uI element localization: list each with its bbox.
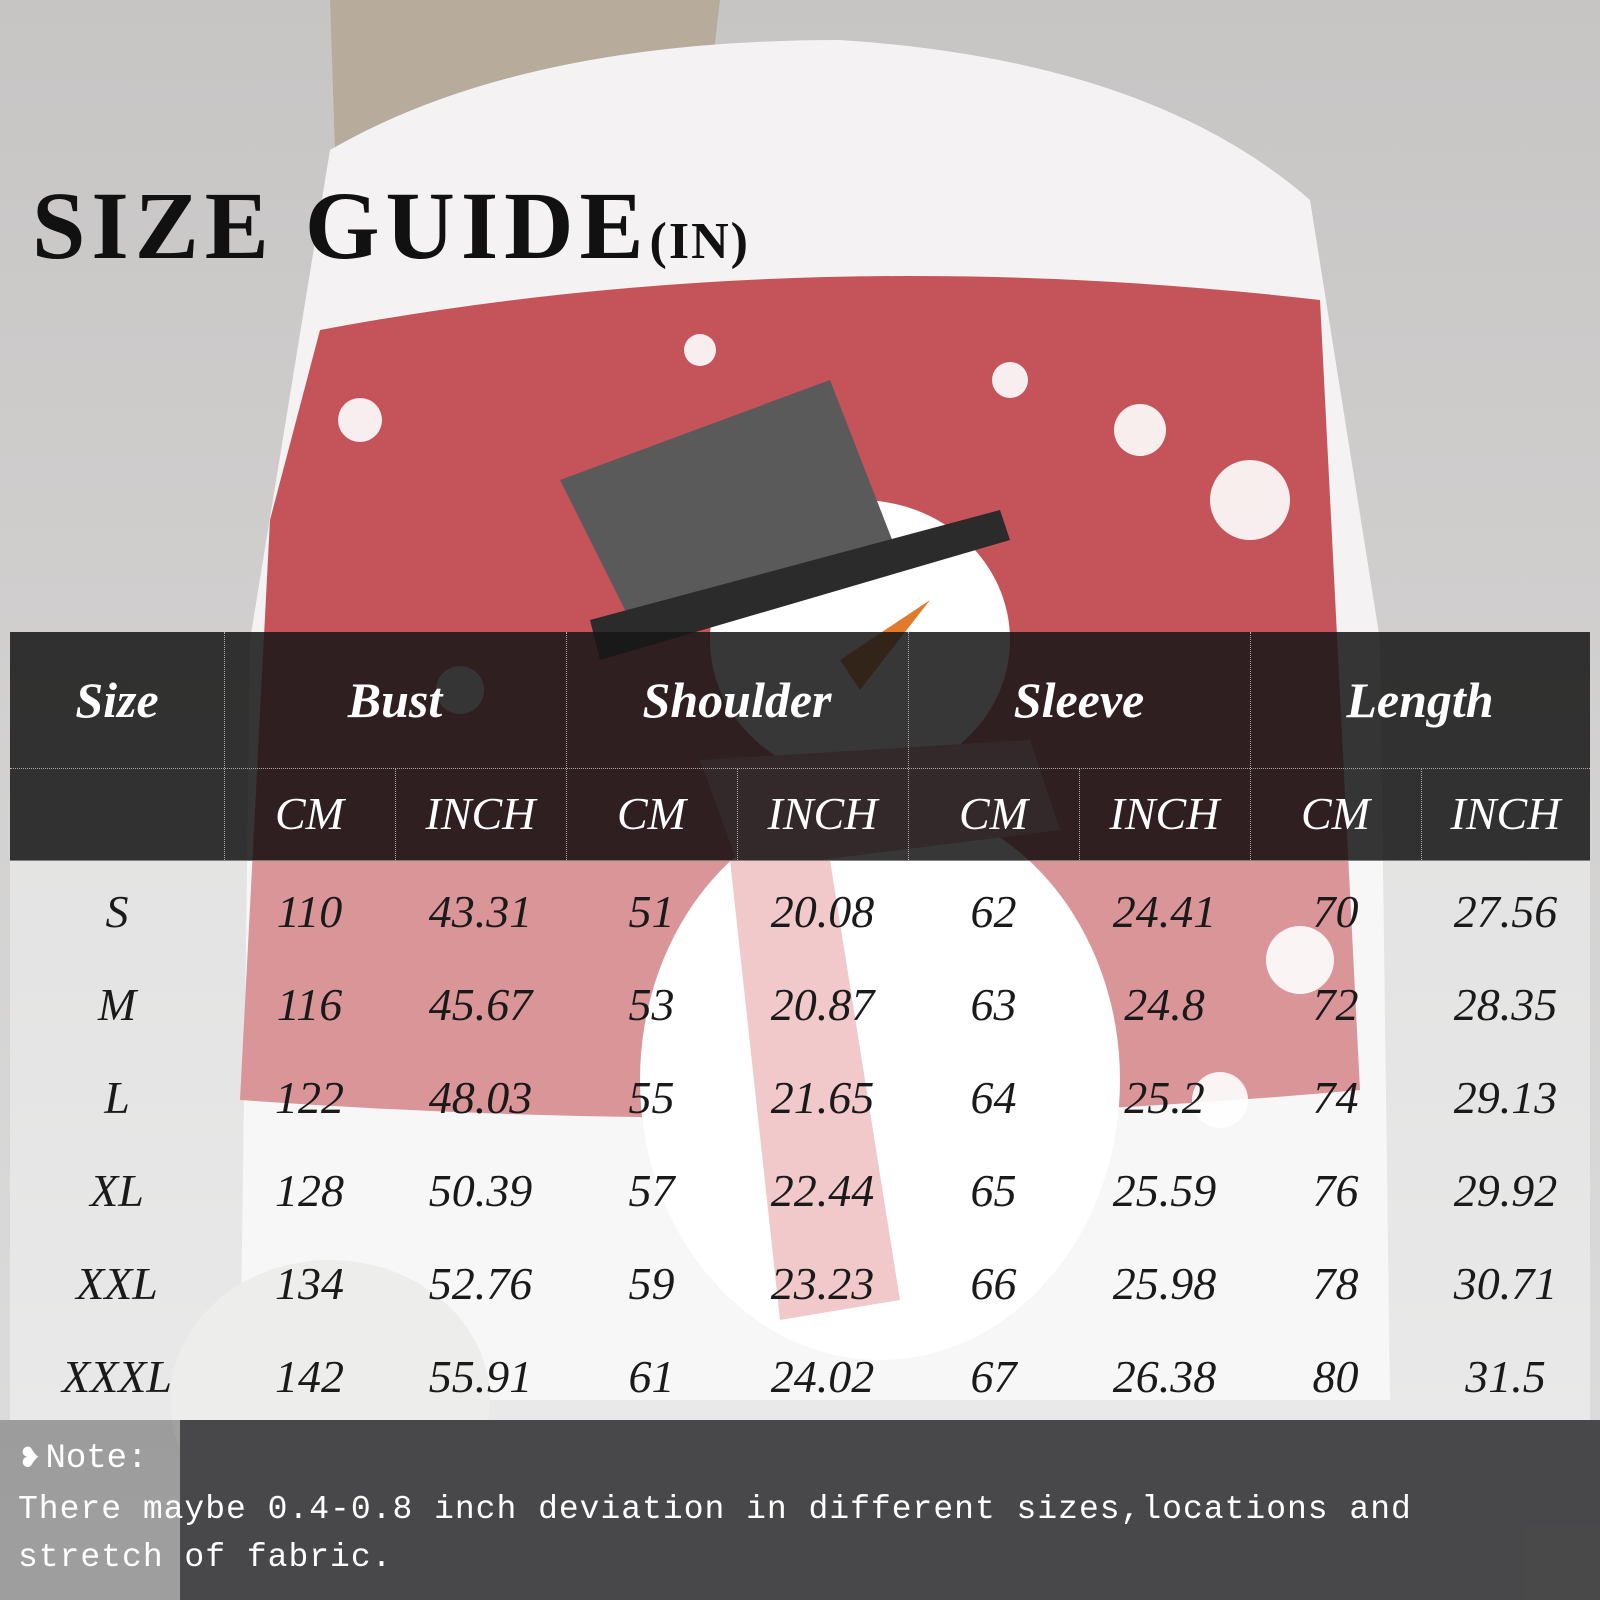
cell-length-inch: 29.13 (1453, 1072, 1558, 1123)
cell-length-cm: 76 (1312, 1165, 1359, 1216)
note-section: ❥ Note: There maybe 0.4-0.8 inch deviatio… (0, 1420, 1600, 1600)
header-bust: Bust (347, 672, 443, 728)
cell-length-inch: 28.35 (1453, 979, 1558, 1030)
title-main: SIZE GUIDE (32, 172, 650, 279)
subheader-shoulder-cm: CM (617, 788, 686, 839)
cell-length-inch: 31.5 (1465, 1351, 1546, 1402)
header-shoulder: Shoulder (642, 672, 832, 728)
cell-sleeve-inch: 25.59 (1112, 1165, 1217, 1216)
cell-size: XXL (76, 1258, 158, 1309)
cell-shoulder-cm: 61 (628, 1351, 675, 1402)
table-header-groups (10, 632, 1590, 768)
cell-length-cm: 70 (1312, 886, 1359, 937)
note-title: Note: (45, 1440, 148, 1478)
table-row: L 122 48.03 55 21.65 64 25.2 74 29.13 (10, 1051, 1590, 1144)
cell-length-inch: 27.56 (1453, 886, 1558, 937)
cell-shoulder-cm: 59 (628, 1258, 675, 1309)
column-divider (737, 768, 738, 860)
subheader-length-inch: INCH (1450, 788, 1561, 839)
cell-length-inch: 30.71 (1453, 1258, 1558, 1309)
subheader-sleeve-cm: CM (959, 788, 1028, 839)
header-sleeve: Sleeve (1013, 672, 1145, 728)
cell-length-cm: 80 (1312, 1351, 1359, 1402)
cell-bust-cm: 142 (275, 1351, 344, 1402)
heart-icon: ❥ (18, 1441, 42, 1474)
cell-bust-inch: 43.31 (428, 886, 533, 937)
table-row: S 110 43.31 51 20.08 62 24.41 70 27.56 (10, 865, 1590, 958)
subheader-shoulder-inch: INCH (767, 788, 878, 839)
cell-size: M (97, 979, 137, 1030)
subheader-length-cm: CM (1301, 788, 1370, 839)
table-row: XL 128 50.39 57 22.44 65 25.59 76 29.92 (10, 1144, 1590, 1237)
cell-shoulder-cm: 53 (628, 979, 675, 1030)
page-title: SIZE GUIDE(IN) (32, 178, 750, 274)
cell-bust-inch: 50.39 (428, 1165, 533, 1216)
subheader-bust-inch: INCH (425, 788, 536, 839)
cell-sleeve-cm: 64 (970, 1072, 1017, 1123)
subheader-sleeve-inch: INCH (1109, 788, 1220, 839)
cell-sleeve-inch: 25.98 (1112, 1258, 1217, 1309)
cell-bust-cm: 110 (276, 886, 343, 937)
table-header-units (10, 768, 1590, 861)
cell-bust-inch: 52.76 (428, 1258, 533, 1309)
cell-shoulder-inch: 20.87 (770, 979, 875, 1030)
note-text: There maybe 0.4-0.8 inch deviation in di… (18, 1491, 1412, 1576)
column-divider (395, 768, 396, 860)
size-table: Size Bust Shoulder Sleeve Length CM INCH… (10, 632, 1590, 1420)
table-row: M 116 45.67 53 20.87 63 24.8 72 28.35 (10, 958, 1590, 1051)
cell-bust-inch: 55.91 (428, 1351, 533, 1402)
cell-sleeve-cm: 62 (970, 886, 1017, 937)
cell-sleeve-cm: 67 (970, 1351, 1017, 1402)
cell-length-cm: 72 (1312, 979, 1359, 1030)
cell-size: XXXL (62, 1351, 172, 1402)
table-row: XXXL 142 55.91 61 24.02 67 26.38 80 31.5 (10, 1330, 1590, 1423)
cell-length-cm: 74 (1312, 1072, 1359, 1123)
cell-bust-inch: 48.03 (428, 1072, 533, 1123)
cell-sleeve-inch: 24.8 (1124, 979, 1205, 1030)
cell-length-cm: 78 (1312, 1258, 1359, 1309)
subheader-bust-cm: CM (275, 788, 344, 839)
cell-bust-inch: 45.67 (428, 979, 533, 1030)
cell-sleeve-cm: 66 (970, 1258, 1017, 1309)
cell-shoulder-inch: 24.02 (770, 1351, 875, 1402)
cell-size: S (105, 886, 129, 937)
cell-sleeve-inch: 26.38 (1112, 1351, 1217, 1402)
cell-length-inch: 29.92 (1453, 1165, 1558, 1216)
title-unit: (IN) (649, 213, 750, 270)
cell-sleeve-cm: 63 (970, 979, 1017, 1030)
column-divider (224, 632, 225, 860)
cell-size: L (104, 1072, 130, 1123)
header-length: Length (1346, 672, 1494, 728)
cell-bust-cm: 134 (275, 1258, 344, 1309)
column-divider (1250, 632, 1251, 860)
cell-bust-cm: 122 (275, 1072, 344, 1123)
cell-sleeve-inch: 25.2 (1124, 1072, 1205, 1123)
header-size: Size (75, 672, 159, 728)
cell-sleeve-cm: 65 (970, 1165, 1017, 1216)
cell-shoulder-inch: 22.44 (770, 1165, 875, 1216)
column-divider (566, 632, 567, 860)
cell-shoulder-inch: 21.65 (770, 1072, 875, 1123)
table-row: XXL 134 52.76 59 23.23 66 25.98 78 30.71 (10, 1237, 1590, 1330)
note-heading: ❥ Note: (18, 1440, 148, 1478)
column-divider (1421, 768, 1422, 860)
cell-shoulder-cm: 57 (628, 1165, 675, 1216)
cell-bust-cm: 116 (276, 979, 343, 1030)
cell-shoulder-inch: 20.08 (770, 886, 875, 937)
cell-bust-cm: 128 (275, 1165, 344, 1216)
cell-sleeve-inch: 24.41 (1112, 886, 1217, 937)
table-body (10, 860, 1590, 1420)
column-divider (908, 632, 909, 860)
cell-shoulder-inch: 23.23 (770, 1258, 875, 1309)
column-divider (1079, 768, 1080, 860)
cell-shoulder-cm: 51 (628, 886, 675, 937)
cell-size: XL (90, 1165, 144, 1216)
cell-shoulder-cm: 55 (628, 1072, 675, 1123)
